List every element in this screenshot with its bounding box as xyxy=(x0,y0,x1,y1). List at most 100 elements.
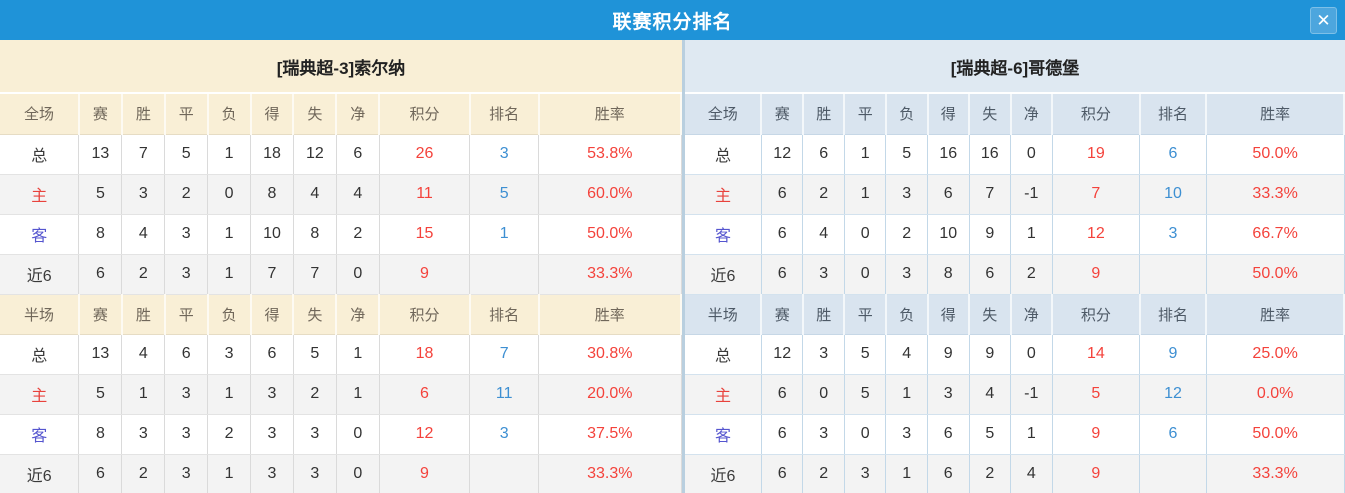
stat-value: 6 xyxy=(761,174,804,215)
team-panel-left: [瑞典超-3]索尔纳 全场赛胜平负得失净积分 排名 胜率总 13 7 5 1 18 12 6 26 3… xyxy=(0,40,683,493)
stat-value: 7 xyxy=(121,134,166,175)
column-header: 赛 xyxy=(78,94,123,135)
table-row: 总 13 4 6 3 6 5 1 18 7 30.8% xyxy=(0,334,682,375)
win-rate-value: 33.3% xyxy=(538,254,682,295)
stat-value: 13 xyxy=(78,134,123,175)
rank-value: 7 xyxy=(469,334,540,375)
stat-value: 0 xyxy=(1010,334,1053,375)
stat-value: 12 xyxy=(761,334,804,375)
stat-value: 3 xyxy=(164,454,209,493)
column-header: 负 xyxy=(885,294,929,335)
stat-value: 1 xyxy=(1010,414,1053,455)
points-value: 26 xyxy=(379,134,471,175)
stat-value: 3 xyxy=(293,414,337,455)
column-header-row: 半场赛胜平负得失净积分 排名 胜率 xyxy=(685,294,1345,335)
points-value: 7 xyxy=(1052,174,1141,215)
table-row: 客 6 4 0 2 10 9 1 12 3 66.7% xyxy=(685,214,1345,255)
column-header: 积分 xyxy=(379,94,471,135)
column-header: 平 xyxy=(844,294,887,335)
rank-value: 6 xyxy=(1139,414,1207,455)
stat-value: 0 xyxy=(207,174,252,215)
stat-value: 3 xyxy=(164,214,209,255)
points-value: 11 xyxy=(379,174,471,215)
rank-value xyxy=(1139,454,1207,493)
column-header: 积分 xyxy=(1052,294,1141,335)
column-header: 净 xyxy=(1010,94,1054,135)
column-header: 胜率 xyxy=(1206,94,1345,135)
points-value: 15 xyxy=(379,214,471,255)
stat-value: 18 xyxy=(250,134,294,175)
column-header: 失 xyxy=(293,294,338,335)
stat-value: 6 xyxy=(969,254,1012,295)
points-value: 12 xyxy=(379,414,471,455)
rank-value: 3 xyxy=(469,134,540,175)
row-label: 主 xyxy=(685,374,762,415)
column-header: 排名 xyxy=(1139,94,1208,135)
stat-value: 6 xyxy=(761,414,804,455)
points-value: 9 xyxy=(379,454,471,493)
column-header: 赛 xyxy=(761,94,804,135)
points-value: 9 xyxy=(1052,414,1141,455)
stat-value: 6 xyxy=(164,334,209,375)
stat-value: -1 xyxy=(1010,374,1053,415)
stat-value: 6 xyxy=(761,254,804,295)
stat-value: 2 xyxy=(802,454,845,493)
stat-value: 6 xyxy=(336,134,380,175)
stat-value: 6 xyxy=(927,454,970,493)
stat-value: 4 xyxy=(969,374,1012,415)
stat-value: 2 xyxy=(207,414,252,455)
stat-value: 2 xyxy=(293,374,337,415)
win-rate-value: 37.5% xyxy=(538,414,682,455)
stat-value: 2 xyxy=(885,214,928,255)
rank-value: 1 xyxy=(469,214,540,255)
column-header: 净 xyxy=(336,94,381,135)
stat-value: 2 xyxy=(121,254,166,295)
stat-value: 4 xyxy=(885,334,928,375)
stat-value: 3 xyxy=(250,454,294,493)
column-header-row: 全场赛胜平负得失净积分 排名 胜率 xyxy=(0,94,683,135)
stat-value: 1 xyxy=(207,134,252,175)
stat-value: 3 xyxy=(121,174,166,215)
stat-value: 16 xyxy=(927,134,970,175)
stat-value: 2 xyxy=(121,454,166,493)
win-rate-value: 33.3% xyxy=(538,454,682,493)
stat-value: 1 xyxy=(207,454,252,493)
win-rate-value: 60.0% xyxy=(538,174,682,215)
column-header: 胜率 xyxy=(1206,294,1345,335)
column-header: 负 xyxy=(207,294,252,335)
stat-value: 8 xyxy=(250,174,294,215)
column-header: 胜 xyxy=(802,294,846,335)
stat-value: 9 xyxy=(969,334,1012,375)
rank-value xyxy=(469,254,540,295)
win-rate-value: 30.8% xyxy=(538,334,682,375)
stat-value: 8 xyxy=(78,414,123,455)
rank-value: 10 xyxy=(1139,174,1207,215)
stat-value: 3 xyxy=(927,374,970,415)
column-header: 平 xyxy=(164,294,209,335)
stat-value: 7 xyxy=(293,254,337,295)
win-rate-value: 50.0% xyxy=(1206,414,1345,455)
row-label: 近6 xyxy=(685,454,762,493)
stat-value: 8 xyxy=(293,214,337,255)
stat-value: 3 xyxy=(885,254,928,295)
stat-value: 5 xyxy=(844,334,887,375)
stat-value: 6 xyxy=(761,374,804,415)
points-value: 5 xyxy=(1052,374,1141,415)
stat-value: 3 xyxy=(250,374,294,415)
rank-value: 12 xyxy=(1139,374,1207,415)
close-icon[interactable]: ✕ xyxy=(1310,7,1337,34)
stat-value: 3 xyxy=(802,254,845,295)
row-label: 主 xyxy=(0,174,80,215)
stat-value: 1 xyxy=(207,214,252,255)
table-row: 总 12 6 1 5 16 16 0 19 6 50.0% xyxy=(685,134,1345,175)
stat-value: 5 xyxy=(885,134,928,175)
win-rate-value: 33.3% xyxy=(1206,174,1345,215)
row-label: 总 xyxy=(685,334,762,375)
points-value: 19 xyxy=(1052,134,1141,175)
column-header: 净 xyxy=(336,294,381,335)
points-value: 6 xyxy=(379,374,471,415)
column-header: 得 xyxy=(927,294,971,335)
stat-value: 3 xyxy=(844,454,887,493)
win-rate-value: 50.0% xyxy=(1206,134,1345,175)
table-row: 总 13 7 5 1 18 12 6 26 3 53.8% xyxy=(0,134,682,175)
